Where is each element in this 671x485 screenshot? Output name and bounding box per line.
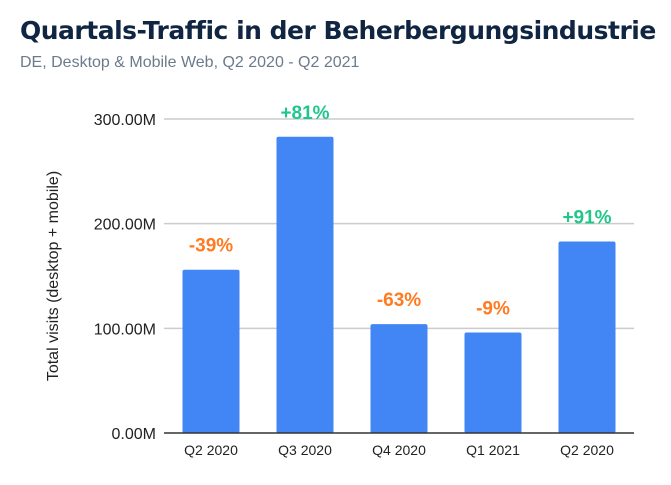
change-label: +81% — [280, 103, 329, 124]
change-label: +91% — [562, 207, 611, 228]
x-tick-label: Q3 2020 — [278, 442, 332, 458]
x-tick-label: Q4 2020 — [372, 442, 426, 458]
change-label: -39% — [189, 236, 233, 257]
change-label: -9% — [476, 299, 510, 320]
bar — [182, 269, 240, 433]
x-tick-label: Q2 2020 — [184, 442, 238, 458]
chart-subtitle: DE, Desktop & Mobile Web, Q2 2020 - Q2 2… — [20, 54, 360, 71]
bar — [370, 324, 428, 433]
bar — [464, 332, 522, 433]
y-tick-label: 300.00M — [94, 112, 156, 129]
bar — [558, 241, 616, 433]
y-tick-label: 100.00M — [94, 321, 156, 338]
x-tick-label: Q1 2021 — [466, 442, 520, 458]
chart-title: Quartals-Traffic in der Beherbergungsind… — [20, 16, 656, 45]
bar — [276, 136, 334, 433]
y-tick-label: 200.00M — [94, 217, 156, 234]
y-tick-label: 0.00M — [112, 426, 156, 443]
y-axis-label: Total visits (desktop + mobile) — [45, 171, 62, 381]
change-label: -63% — [377, 290, 421, 311]
x-tick-label: Q2 2020 — [560, 442, 614, 458]
